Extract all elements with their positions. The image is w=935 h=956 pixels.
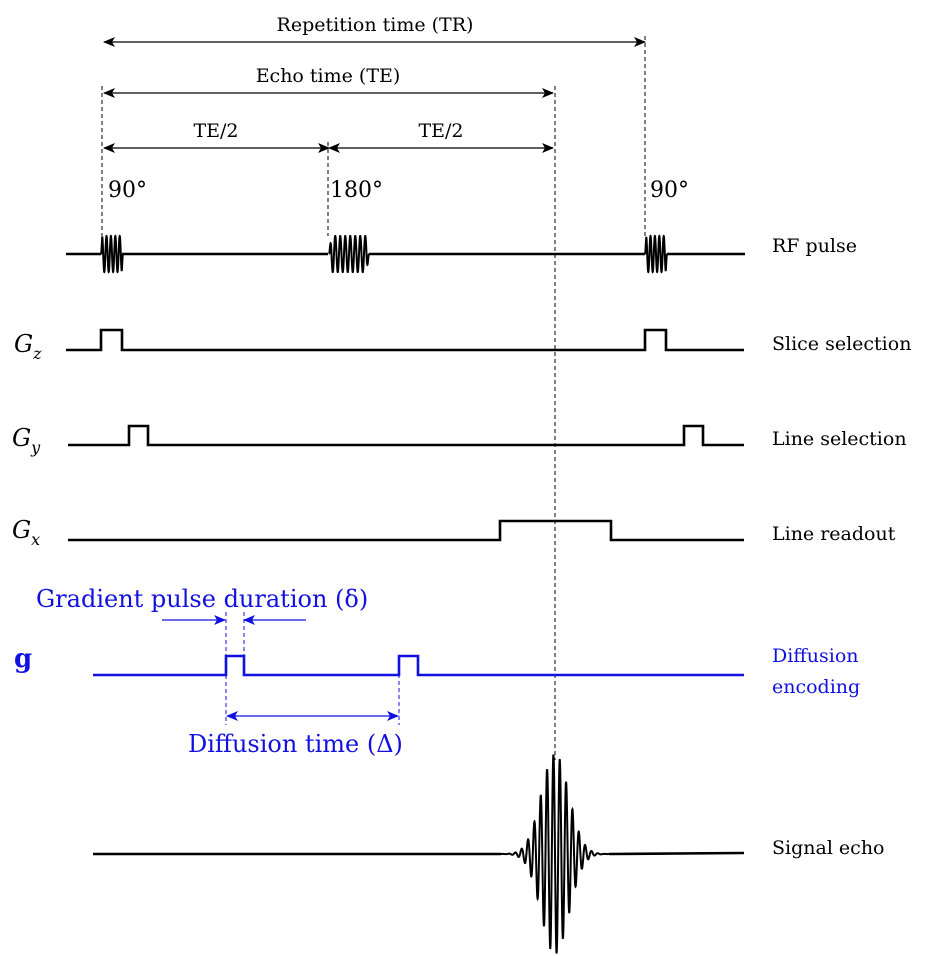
te-half-right-label: TE/2 — [418, 120, 463, 142]
gy-row: Gy Line selection — [12, 424, 907, 457]
pulse-90-first-label: 90° — [108, 178, 147, 203]
diffusion-row: Gradient pulse duration (δ) g Diffusion … — [14, 585, 860, 758]
gx-trace — [68, 519, 744, 542]
diffusion-pulse-duration-label: Gradient pulse duration (δ) — [36, 585, 368, 613]
rf-pulse-90-first — [100, 234, 124, 274]
gz-row-label: Slice selection — [772, 333, 911, 355]
gz-symbol: Gz — [14, 330, 42, 363]
gx-symbol: Gx — [12, 516, 40, 549]
gy-trace — [68, 424, 744, 447]
g-row-label-line2: encoding — [772, 676, 860, 698]
gx-row-label: Line readout — [772, 523, 896, 545]
gx-row: Gx Line readout — [12, 516, 896, 549]
echo-baseline — [93, 851, 745, 856]
g-row-label-line1: Diffusion — [772, 645, 859, 667]
rf-pulse-90-second — [644, 234, 668, 274]
pulse-180-label: 180° — [330, 178, 383, 203]
rf-row-label: RF pulse — [772, 235, 857, 257]
g-symbol: g — [14, 644, 32, 674]
echo-row-label: Signal echo — [772, 837, 885, 859]
timing-annotations: Repetition time (TR) Echo time (TE) TE/2… — [101, 14, 689, 760]
g-trace — [93, 654, 744, 677]
rf-pulse-180 — [328, 235, 370, 273]
echo-waveform — [500, 754, 610, 954]
pulse-90-second-label: 90° — [650, 178, 689, 203]
gy-symbol: Gy — [12, 424, 41, 457]
gz-row: Gz Slice selection — [14, 328, 911, 363]
tr-label: Repetition time (TR) — [277, 14, 474, 36]
echo-row: Signal echo — [93, 754, 885, 954]
gy-row-label: Line selection — [772, 428, 907, 450]
te-half-left-label: TE/2 — [193, 120, 238, 142]
diffusion-time-label: Diffusion time (Δ) — [188, 730, 403, 758]
te-label: Echo time (TE) — [256, 65, 401, 87]
gz-trace — [66, 328, 744, 352]
rf-row: RF pulse — [66, 234, 857, 274]
